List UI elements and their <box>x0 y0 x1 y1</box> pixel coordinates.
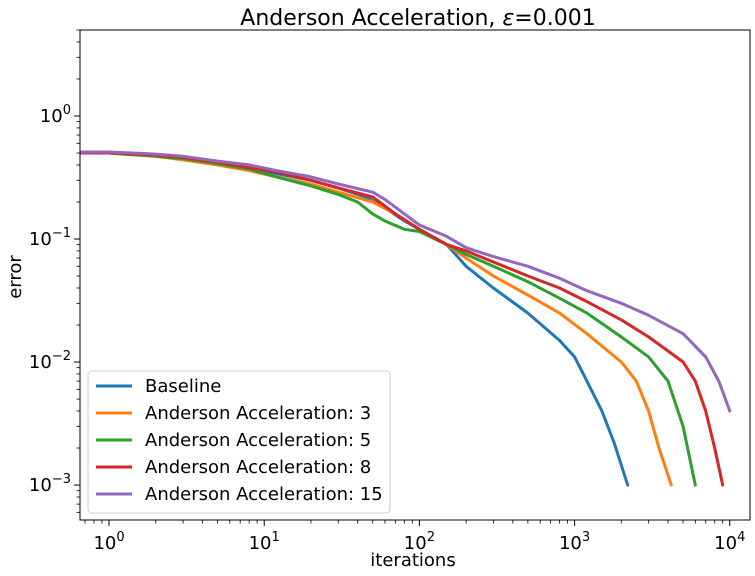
legend-label: Anderson Acceleration: 8 <box>145 457 371 478</box>
series-layer <box>80 150 732 487</box>
y-tick-label: 10−3 <box>29 472 71 496</box>
legend-entry: Anderson Acceleration: 5 <box>96 430 371 451</box>
series-line <box>80 150 732 413</box>
x-tick-label: 100 <box>93 530 124 554</box>
legend-entry: Anderson Acceleration: 8 <box>96 457 371 478</box>
chart-title: Anderson Acceleration, ε=0.001 <box>240 6 595 31</box>
x-tick-label: 103 <box>559 530 590 554</box>
y-tick-label: 10−2 <box>29 349 71 373</box>
legend: Baseline Anderson Acceleration: 3 Anderson… <box>87 370 391 514</box>
plot-frame <box>79 29 751 521</box>
y-tick-label: 10−1 <box>29 226 71 250</box>
legend-entry: Anderson Acceleration: 15 <box>96 484 383 505</box>
x-tick-label: 102 <box>404 530 435 554</box>
axis-layer: 100 101 102 103 104 10−3 10−2 10−1 100 <box>29 29 745 554</box>
legend-entry: Baseline <box>96 376 221 397</box>
legend-label: Anderson Acceleration: 5 <box>145 430 371 451</box>
legend-box <box>87 370 391 514</box>
x-tick-label: 104 <box>714 530 745 554</box>
y-tick-label: 100 <box>40 103 71 127</box>
legend-label: Baseline <box>145 376 221 397</box>
x-tick-label: 101 <box>249 530 280 554</box>
legend-entry: Anderson Acceleration: 3 <box>96 403 371 424</box>
legend-items: Baseline Anderson Acceleration: 3 Anderson… <box>96 376 383 505</box>
series-5 <box>80 150 732 413</box>
x-axis-label: iterations <box>370 550 455 571</box>
legend-label: Anderson Acceleration: 15 <box>145 484 383 505</box>
legend-label: Anderson Acceleration: 3 <box>145 403 371 424</box>
y-axis-label: error <box>5 255 26 299</box>
